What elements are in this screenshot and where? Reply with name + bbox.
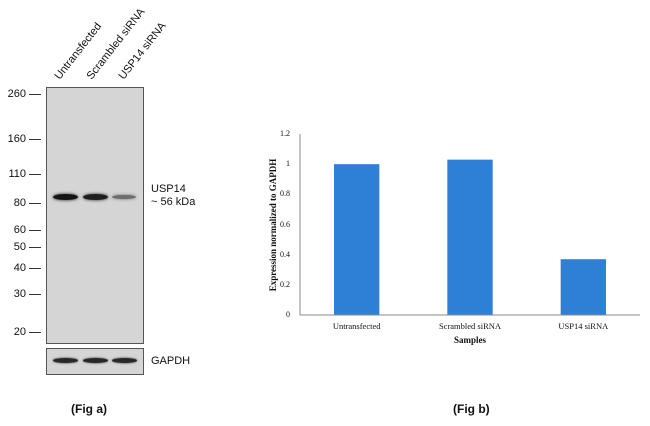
marker-label: 40 xyxy=(13,261,26,274)
bars-layer xyxy=(334,159,606,315)
marker-label: 20 xyxy=(13,326,26,338)
bar-chart-panel: Expression normalized to GAPDH 0 0.2 0.4 0.… xyxy=(260,0,650,426)
marker-label: 160 xyxy=(7,133,26,146)
marker-tick xyxy=(29,173,41,175)
y-tick-label: 1 xyxy=(286,159,290,169)
bar xyxy=(447,159,493,315)
marker-tick xyxy=(29,332,41,333)
marker-label: 260 xyxy=(7,88,26,100)
marker-label: 30 xyxy=(13,288,26,301)
usp14-blot-membrane xyxy=(46,87,144,344)
y-tick-label: 0 xyxy=(286,310,290,319)
marker-label: 50 xyxy=(13,240,26,253)
marker-tick xyxy=(29,203,41,205)
y-tick-label: 0.2 xyxy=(280,279,290,289)
bar xyxy=(334,164,380,315)
gapdh-blot-membrane xyxy=(46,348,144,375)
fig-b-caption: (Fig b) xyxy=(453,402,490,416)
usp14-size-label: ~ 56 kDa xyxy=(151,196,196,208)
gapdh-band xyxy=(112,358,137,363)
y-tick-label: 1.2 xyxy=(280,129,290,138)
bar-chart-plot xyxy=(299,134,640,316)
marker-label: 80 xyxy=(13,197,26,210)
y-tick-label: 0.6 xyxy=(280,219,290,229)
marker-tick xyxy=(29,267,41,269)
gapdh-band xyxy=(53,358,78,363)
marker-tick xyxy=(29,94,41,95)
gapdh-band xyxy=(83,358,108,363)
bar xyxy=(560,259,606,315)
usp14-band xyxy=(53,194,78,200)
gapdh-label: GAPDH xyxy=(151,355,191,367)
x-tick-label: USP14 siRNA xyxy=(558,321,609,331)
marker-label: 110 xyxy=(8,167,26,180)
usp14-band xyxy=(112,195,136,199)
fig-a-caption: (Fig a) xyxy=(71,402,107,416)
y-tick-label: 0.8 xyxy=(280,189,290,199)
marker-tick xyxy=(29,246,41,248)
marker-label: 60 xyxy=(13,224,26,237)
marker-tick xyxy=(29,294,41,296)
x-tick-label: Untransfected xyxy=(332,321,381,331)
marker-tick xyxy=(29,139,41,141)
marker-tick xyxy=(29,230,41,232)
western-blot-panel: Untransfected Scrambled siRNA USP14 siRNA … xyxy=(0,0,260,426)
usp14-target-label: USP14 xyxy=(151,183,186,195)
lane-label: Scrambled siRNA xyxy=(84,6,148,82)
x-tick-label: Scrambled siRNA xyxy=(438,321,502,331)
x-axis-title: Samples xyxy=(453,335,486,345)
y-tick-label: 0.4 xyxy=(280,249,290,259)
usp14-band xyxy=(83,194,108,200)
